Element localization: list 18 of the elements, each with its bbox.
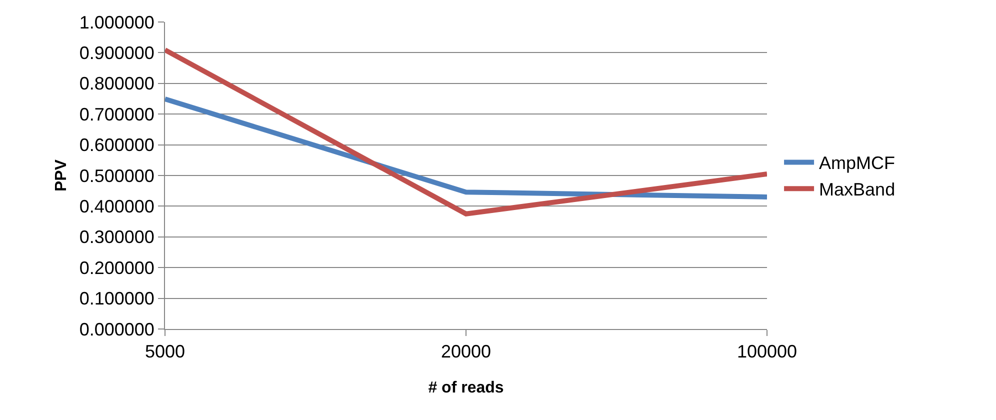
y-axis-title: PPV — [53, 159, 70, 192]
y-tick-label: 0.000000 — [79, 319, 154, 340]
y-tick-label: 0.600000 — [79, 135, 154, 156]
x-tick-label: 20000 — [440, 342, 492, 362]
y-tick-label: 0.300000 — [79, 227, 154, 248]
legend-label: AmpMCF — [819, 153, 896, 174]
y-tick-label: 0.500000 — [79, 166, 154, 186]
y-tick-label: 0.200000 — [79, 258, 154, 278]
y-tick-label: 0.700000 — [79, 104, 154, 124]
x-tick-label: 5000 — [144, 342, 186, 362]
x-tick-label: 100000 — [736, 342, 798, 362]
legend-label: MaxBand — [819, 180, 896, 200]
y-tick-label: 0.800000 — [79, 74, 154, 94]
y-tick-label: 1.000000 — [79, 12, 154, 32]
x-axis-title: # of reads — [428, 379, 504, 396]
y-tick-label: 0.400000 — [79, 196, 154, 216]
y-tick-label: 0.100000 — [79, 288, 154, 309]
y-tick-label: 0.900000 — [79, 43, 154, 63]
